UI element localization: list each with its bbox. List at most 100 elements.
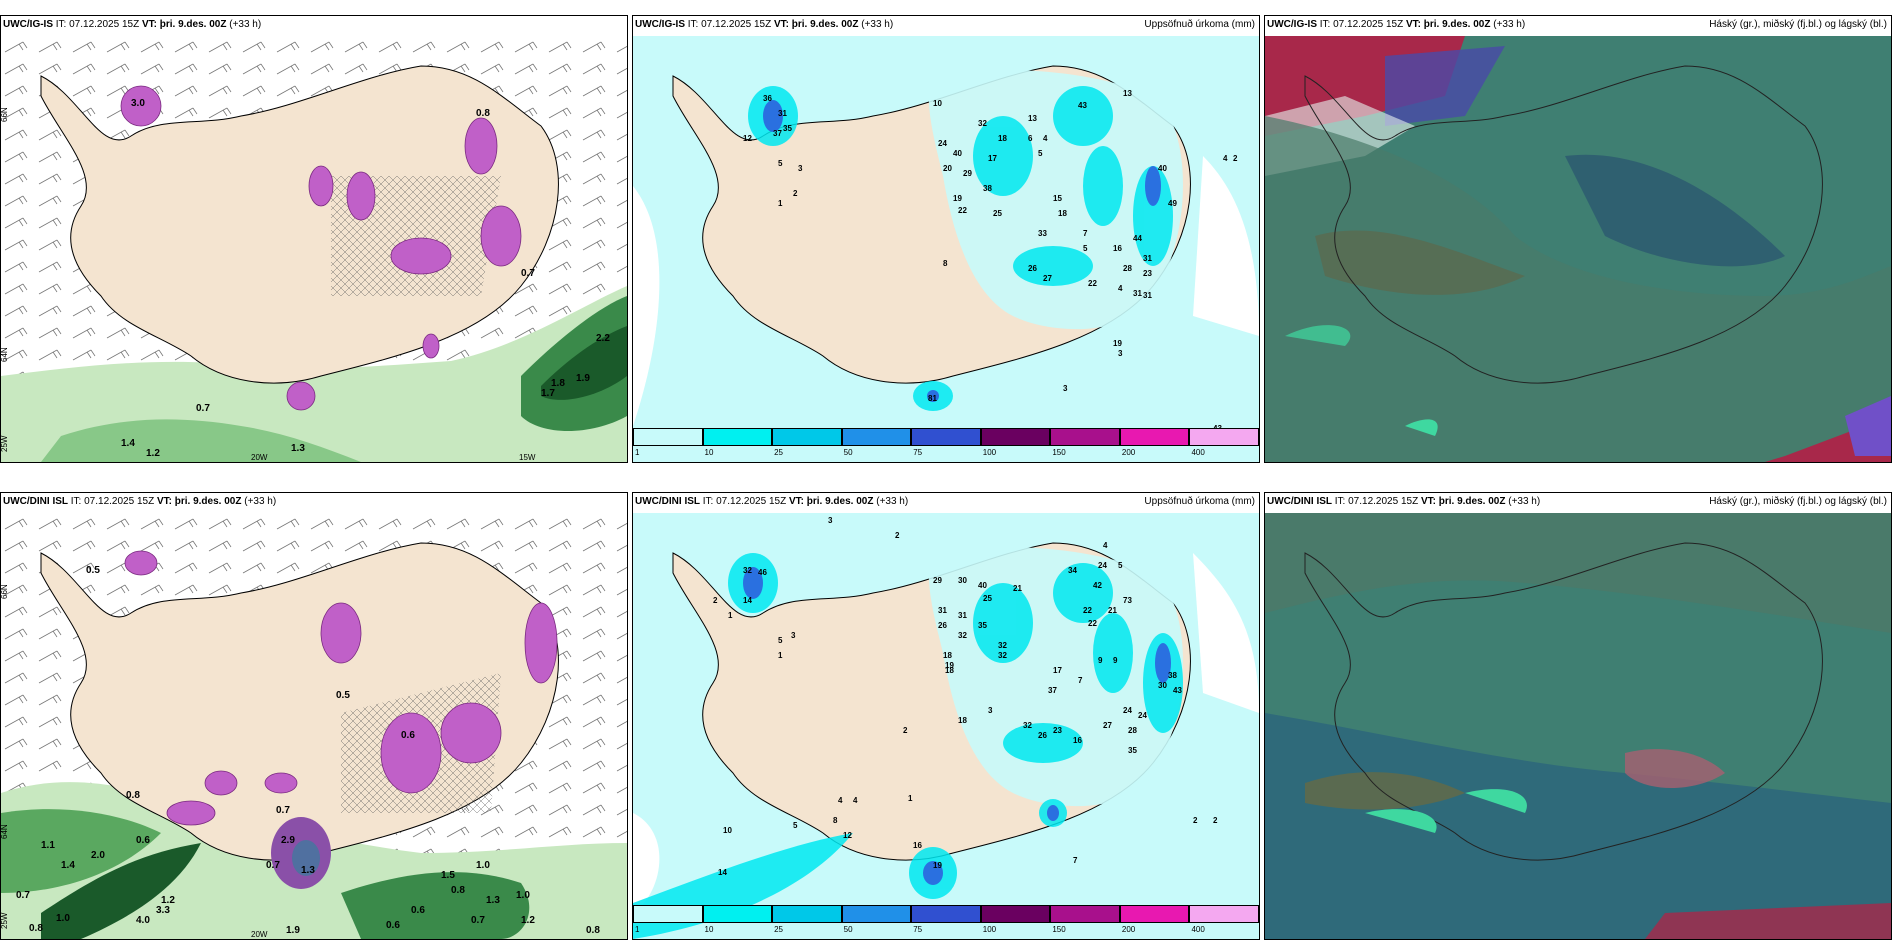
value-label: 4 bbox=[1118, 284, 1123, 293]
init-time: IT: 07.12.2025 15Z bbox=[70, 496, 155, 507]
legend-tick-label: 150 bbox=[1052, 925, 1066, 934]
value-label: 2.9 bbox=[281, 835, 295, 846]
legend-tick-label: 150 bbox=[1052, 448, 1066, 457]
legend-color-box bbox=[841, 428, 912, 446]
value-label: 1.4 bbox=[61, 860, 75, 871]
valid-time: þri. 9.des. 00Z bbox=[806, 496, 874, 507]
panel-header: UWC/DINI ISL IT: 07.12.2025 15Z VT: þri.… bbox=[1, 493, 627, 511]
value-label: 5 bbox=[778, 636, 783, 645]
value-label: 22 bbox=[1088, 619, 1097, 628]
value-label: 14 bbox=[718, 868, 727, 877]
value-label: 29 bbox=[933, 576, 942, 585]
model-name: UWC/DINI ISL bbox=[3, 496, 68, 507]
value-label: 29 bbox=[963, 169, 972, 178]
value-label: 8 bbox=[943, 259, 948, 268]
value-label: 32 bbox=[743, 566, 752, 575]
value-label: 3 bbox=[988, 706, 993, 715]
value-label: 3.0 bbox=[131, 98, 145, 109]
legend-tick-label: 25 bbox=[774, 448, 784, 457]
value-label: 22 bbox=[1088, 279, 1097, 288]
value-label: 27 bbox=[1103, 721, 1112, 730]
value-label: 1.1 bbox=[41, 840, 55, 851]
value-label: 3 bbox=[791, 631, 796, 640]
value-label: 2 bbox=[903, 726, 908, 735]
vt-label: VT: bbox=[1405, 19, 1421, 30]
value-label: 15 bbox=[1053, 194, 1062, 203]
legend-color-box bbox=[633, 905, 703, 923]
value-label: 20 bbox=[943, 164, 952, 173]
value-label: 2 bbox=[713, 596, 718, 605]
value-label: 30 bbox=[1158, 681, 1167, 690]
legend-tick-label: 25 bbox=[774, 925, 784, 934]
value-label: 5 bbox=[1083, 244, 1088, 253]
value-label: 4 bbox=[838, 796, 843, 805]
lat-label-66n: 66N bbox=[1, 107, 9, 122]
value-label: 13 bbox=[1028, 114, 1037, 123]
value-label: 22 bbox=[958, 206, 967, 215]
value-label: 2.0 bbox=[91, 850, 105, 861]
value-label: 24 bbox=[938, 139, 947, 148]
lead-time: (+33 h) bbox=[876, 496, 909, 507]
value-label: 14 bbox=[743, 596, 752, 605]
value-label: 10 bbox=[933, 99, 942, 108]
vt-label: VT: bbox=[788, 496, 804, 507]
value-label: 32 bbox=[978, 119, 987, 128]
value-label: 18 bbox=[943, 651, 952, 660]
value-label: 13 bbox=[1123, 89, 1132, 98]
value-label: 0.6 bbox=[411, 905, 425, 916]
value-label: 0.8 bbox=[126, 790, 140, 801]
vt-label: VT: bbox=[773, 19, 789, 30]
valid-time: þri. 9.des. 00Z bbox=[791, 19, 859, 30]
legend-color-box bbox=[841, 905, 912, 923]
map-panel-top-left: UWC/IG-IS IT: 07.12.2025 15Z VT: þri. 9.… bbox=[0, 15, 628, 463]
model-name: UWC/IG-IS bbox=[1267, 19, 1317, 30]
value-label: 2 bbox=[793, 189, 798, 198]
value-label: 6 bbox=[1028, 134, 1033, 143]
value-label: 18 bbox=[998, 134, 1007, 143]
value-label: 7 bbox=[1073, 856, 1078, 865]
value-label: 0.7 bbox=[16, 890, 30, 901]
value-label: 33 bbox=[1038, 229, 1047, 238]
value-label: 38 bbox=[1168, 671, 1177, 680]
value-label: 23 bbox=[1053, 726, 1062, 735]
value-label: 24 bbox=[1098, 561, 1107, 570]
value-label: 4.0 bbox=[136, 915, 150, 926]
value-label: 42 bbox=[1093, 581, 1102, 590]
value-label: 34 bbox=[1068, 566, 1077, 575]
lon-label-25w: 25W bbox=[1, 435, 9, 452]
vt-label: VT: bbox=[1420, 496, 1436, 507]
legend-tick-label: 75 bbox=[913, 448, 923, 457]
value-label: 1 bbox=[908, 794, 913, 803]
legend-tick-label: 50 bbox=[843, 925, 853, 934]
value-label: 1 bbox=[728, 611, 733, 620]
value-label: 73 bbox=[1123, 596, 1132, 605]
legend-tick-label: 100 bbox=[982, 925, 997, 934]
value-label: 1 bbox=[778, 199, 783, 208]
value-label: 2 bbox=[1213, 816, 1218, 825]
value-label: 1.3 bbox=[291, 443, 305, 454]
legend-tick-label: 200 bbox=[1121, 448, 1136, 457]
precip-legend: 1 10 25 50 75 100 150 200 400 bbox=[633, 428, 1259, 462]
init-time: IT: 07.12.2025 15Z bbox=[702, 496, 787, 507]
lat-label-66n: 66N bbox=[1, 584, 9, 599]
value-label: 32 bbox=[998, 651, 1007, 660]
value-label: 28 bbox=[1123, 264, 1132, 273]
value-label: 9 bbox=[1098, 656, 1103, 665]
vt-label: VT: bbox=[156, 496, 172, 507]
lead-time: (+33 h) bbox=[1508, 496, 1541, 507]
value-label: 37 bbox=[773, 129, 782, 138]
value-label: 1.0 bbox=[476, 860, 490, 871]
value-label: 19 bbox=[953, 194, 962, 203]
value-label: 0.7 bbox=[266, 860, 280, 871]
lon-label-25w: 25W bbox=[1, 912, 9, 929]
value-label: 32 bbox=[958, 631, 967, 640]
value-label: 31 bbox=[1143, 291, 1152, 300]
value-label: 1.4 bbox=[121, 438, 135, 449]
value-label: 18 bbox=[1058, 209, 1067, 218]
value-label: 0.8 bbox=[476, 108, 490, 119]
field-title: Háský (gr.), miðský (fj.bl.) og lágský (… bbox=[1709, 19, 1887, 30]
value-label: 1.8 bbox=[551, 378, 565, 389]
value-label: 0.7 bbox=[196, 403, 210, 414]
value-label: 1.0 bbox=[56, 913, 70, 924]
value-label: 49 bbox=[1168, 199, 1177, 208]
